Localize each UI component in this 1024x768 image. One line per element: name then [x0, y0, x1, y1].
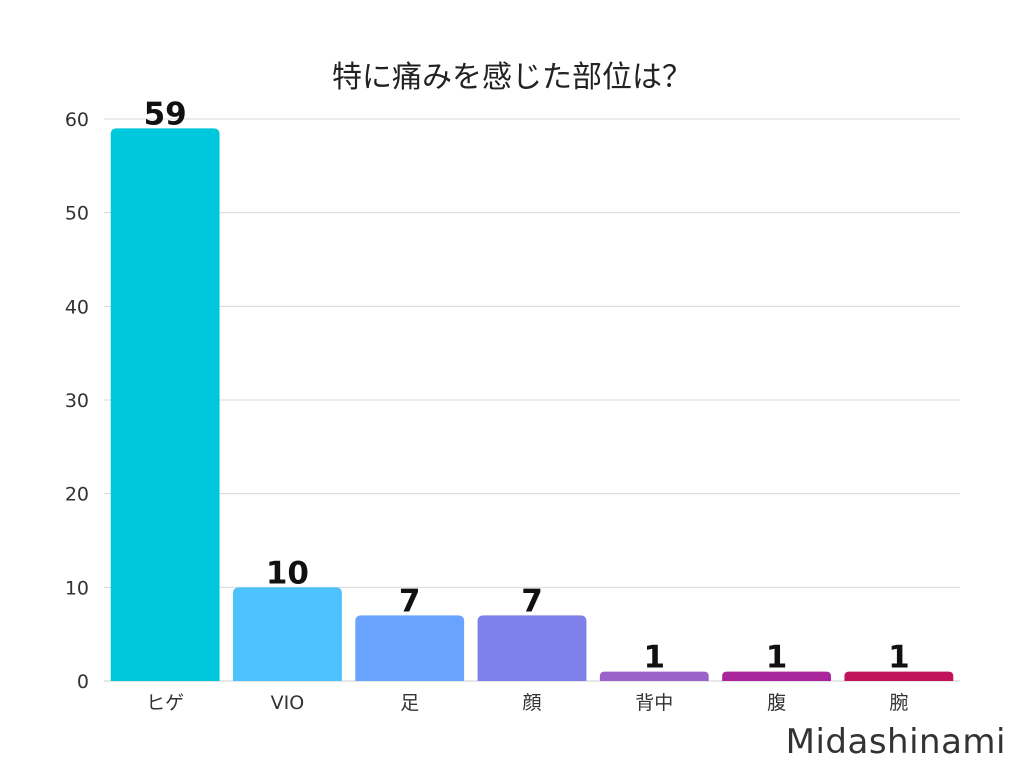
- bar: [844, 671, 954, 681]
- bar: [355, 615, 465, 681]
- y-tick-label: 20: [65, 484, 89, 506]
- y-tick-label: 10: [65, 577, 89, 599]
- bar: [110, 128, 220, 681]
- bar: [477, 615, 587, 681]
- watermark-logo: Midashinami: [785, 722, 1006, 762]
- y-tick-label: 50: [65, 203, 89, 225]
- x-tick-label: 足: [400, 692, 419, 714]
- data-label: 1: [766, 640, 788, 676]
- y-tick-label: 60: [65, 109, 89, 131]
- data-label: 7: [521, 583, 543, 619]
- data-label: 59: [144, 96, 187, 132]
- y-tick-label: 30: [65, 390, 89, 412]
- x-tick-label: 顔: [522, 692, 541, 714]
- x-tick-label: ヒゲ: [146, 692, 184, 714]
- bar: [599, 671, 709, 681]
- chart-title: 特に痛みを感じた部位は？: [332, 60, 692, 95]
- x-tick-label: 腹: [767, 692, 786, 714]
- data-label: 1: [643, 640, 665, 676]
- x-tick-label: VIO: [271, 692, 305, 714]
- data-label: 7: [399, 583, 421, 619]
- data-label: 10: [266, 555, 309, 591]
- x-tick-label: 背中: [635, 692, 673, 714]
- bar: [233, 587, 342, 681]
- data-label: 1: [888, 640, 910, 676]
- y-tick-label: 40: [65, 296, 89, 318]
- bar: [722, 671, 831, 681]
- y-tick-label: 0: [77, 671, 89, 693]
- x-tick-label: 腕: [889, 692, 908, 714]
